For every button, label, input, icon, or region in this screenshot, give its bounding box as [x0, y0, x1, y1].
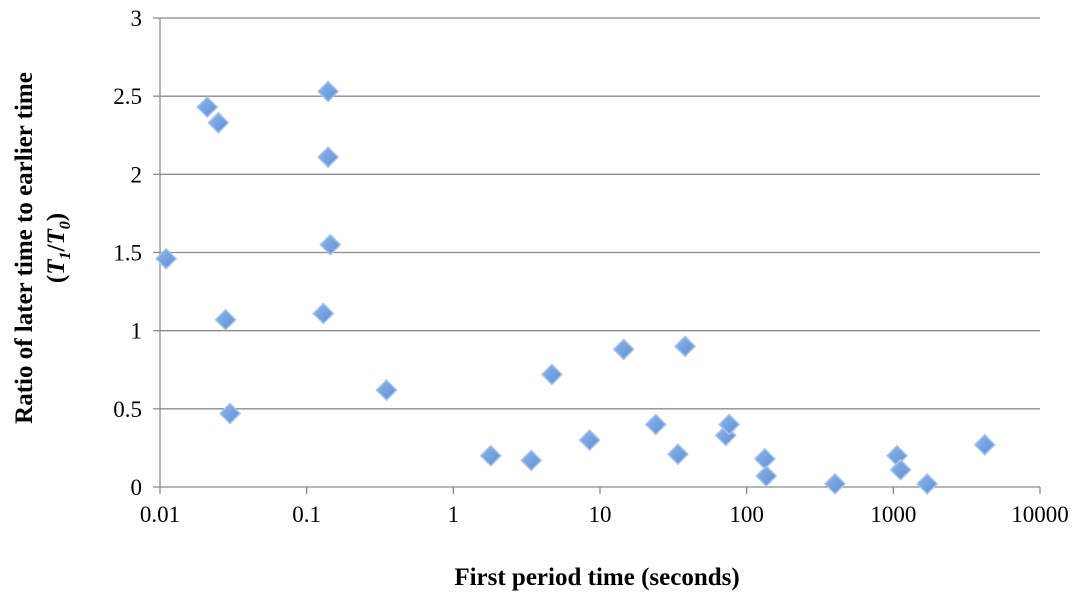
data-point [916, 472, 939, 495]
y-tick-label: 1 [131, 319, 143, 344]
y-tick-label: 0 [131, 475, 143, 500]
x-tick-label: 0.1 [292, 502, 321, 527]
x-tick-label: 10000 [1011, 502, 1069, 527]
data-point [317, 146, 340, 169]
data-point [479, 444, 502, 467]
data-point [540, 363, 563, 386]
data-point [207, 111, 230, 134]
data-point [196, 96, 219, 119]
data-point [317, 80, 340, 103]
data-point [755, 464, 778, 488]
data-point [823, 472, 847, 495]
data-point [666, 443, 690, 466]
x-tick-label: 100 [729, 502, 764, 527]
data-point [889, 458, 912, 481]
y-axis-title-line1: Ratio of later time to earlier time [11, 72, 38, 424]
data-point [718, 413, 741, 436]
y-axis-title-line2: (T1/T0) [43, 213, 74, 283]
y-tick-label: 2.5 [113, 84, 142, 109]
y-tick-label: 0.5 [113, 397, 142, 422]
data-point [753, 447, 776, 470]
x-tick-label: 1 [448, 502, 460, 527]
x-tick-label: 10 [589, 502, 612, 527]
x-tick-label: 0.01 [140, 502, 180, 527]
data-point [673, 335, 697, 358]
y-tick-label: 1.5 [113, 241, 142, 266]
data-point [612, 338, 635, 361]
data-points [155, 80, 996, 495]
gridlines [160, 17, 1040, 410]
y-tick-label: 2 [131, 162, 143, 187]
data-point [520, 449, 543, 472]
data-point [312, 302, 335, 325]
data-point [644, 413, 667, 436]
x-axis-title: First period time (seconds) [454, 564, 739, 591]
data-point [578, 429, 601, 452]
data-point [973, 433, 996, 456]
axes [153, 17, 1041, 494]
y-axis-title: Ratio of later time to earlier time [11, 72, 38, 424]
data-point [214, 308, 237, 331]
data-point [375, 379, 398, 402]
data-point [155, 247, 178, 270]
tick-labels: 0 0.5 1 1.5 2 2.5 3 0.01 0.1 1 10 100 1000 10000 [113, 6, 1069, 527]
data-point [218, 402, 242, 425]
y-tick-label: 3 [131, 6, 143, 31]
x-tick-label: 1000 [870, 502, 916, 527]
data-point [319, 233, 342, 256]
